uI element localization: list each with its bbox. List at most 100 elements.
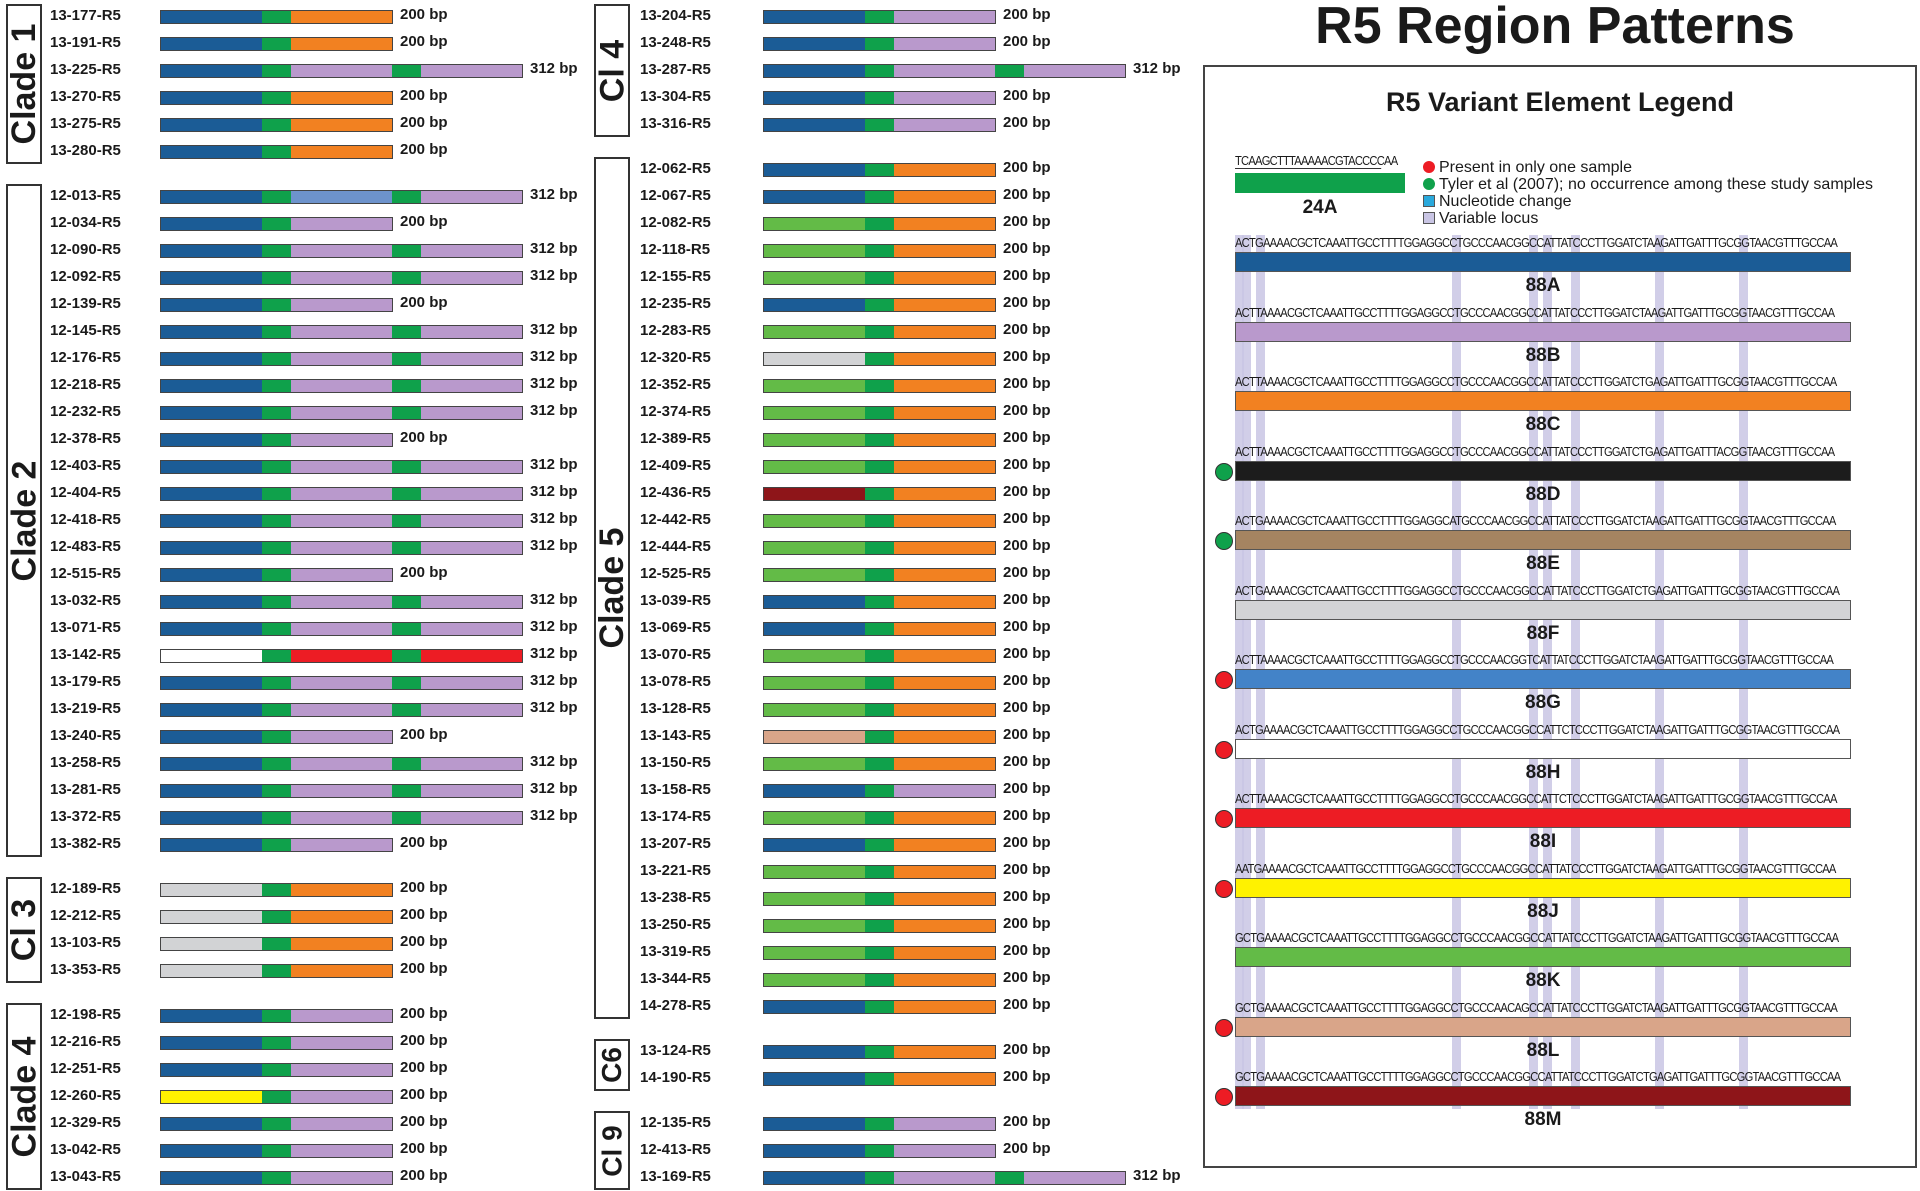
element-24A-segment xyxy=(865,326,894,338)
element-lilac-segment xyxy=(421,785,522,797)
sample-row: 13-124-R5 200 bp xyxy=(640,1040,1200,1062)
sample-id: 14-190-R5 xyxy=(640,1069,711,1086)
element-lilac-segment xyxy=(291,569,392,581)
red-dot-icon xyxy=(1215,1018,1233,1037)
sample-id: 13-124-R5 xyxy=(640,1042,711,1059)
variant-sequence: AATGAAAACGCTCAAATTGCCTTTTGGAGGCCTGCCCAAC… xyxy=(1235,860,1836,876)
element-lilac-segment xyxy=(421,407,522,419)
sample-row: 13-258-R5 312 bp xyxy=(50,752,610,774)
element-lilac-segment xyxy=(421,488,522,500)
variant-sequence: ACTGAAAACGCTCAAATTGCCTTTTGGAGGCCTGCCCAAC… xyxy=(1235,582,1840,598)
sample-bar xyxy=(763,1171,1126,1185)
variant-sequence: GCTGAAAACGCTCAAATTGCCTTTTGGAGGCCTGCCCAAC… xyxy=(1235,1069,1841,1084)
size-label: 200 bp xyxy=(400,960,448,977)
element-orange-segment xyxy=(894,542,995,554)
size-label: 200 bp xyxy=(1003,375,1051,392)
size-label: 200 bp xyxy=(1003,240,1051,257)
sample-id: 12-235-R5 xyxy=(640,295,711,312)
size-label: 200 bp xyxy=(1003,456,1051,473)
element-dark-blue-segment xyxy=(161,1037,262,1049)
sample-bar xyxy=(763,433,996,447)
size-label: 312 bp xyxy=(1133,1167,1181,1184)
element-dark-blue-segment xyxy=(764,38,865,50)
element-24A-segment xyxy=(262,884,291,896)
sample-bar xyxy=(160,595,523,609)
variant-color-bar xyxy=(1235,252,1851,272)
element-light-green-segment xyxy=(764,434,865,446)
sample-bar xyxy=(160,244,523,258)
variant-color-bar xyxy=(1235,738,1851,759)
sample-id: 12-374-R5 xyxy=(640,403,711,420)
size-label: 200 bp xyxy=(400,1167,448,1184)
sample-id: 13-219-R5 xyxy=(50,700,121,717)
size-label: 312 bp xyxy=(530,348,578,365)
sample-row: 12-515-R5 200 bp xyxy=(50,563,610,585)
element-dark-blue-segment xyxy=(161,119,262,131)
sample-id: 13-191-R5 xyxy=(50,34,121,51)
variant-88E: ACTGAAAACGCTCAAATTGCCTTTTGGAGGCATGCCCAAC… xyxy=(1235,513,1855,583)
sample-bar xyxy=(160,271,523,285)
sample-id: 13-043-R5 xyxy=(50,1168,121,1185)
variant-sequence: ACTTAAAACGCTCAAATTGCCTTTTGGAGGCCTGCCCAAC… xyxy=(1235,791,1837,806)
element-lilac-segment xyxy=(421,677,522,689)
element-lilac-segment xyxy=(421,245,522,257)
element-lilac-segment xyxy=(291,272,392,284)
sample-id: 13-240-R5 xyxy=(50,727,121,744)
element-orange-segment xyxy=(291,119,392,131)
element-lilac-segment xyxy=(291,785,392,797)
element-light-green-segment xyxy=(764,272,865,284)
variant-name: 88A xyxy=(1525,275,1561,296)
sample-row: 13-078-R5 200 bp xyxy=(640,671,1200,693)
element-orange-segment xyxy=(291,92,392,104)
element-lilac-segment xyxy=(291,1172,392,1184)
sample-row: 12-374-R5 200 bp xyxy=(640,401,1200,423)
sample-id: 13-174-R5 xyxy=(640,808,711,825)
green-dot-icon xyxy=(1215,462,1233,481)
variant-name: 88J xyxy=(1527,900,1559,922)
sample-row: 12-283-R5 200 bp xyxy=(640,320,1200,342)
sample-id: 12-118-R5 xyxy=(640,241,711,258)
figure-title: R5 Region Patterns xyxy=(1315,0,1795,55)
sample-bar xyxy=(160,325,523,339)
sample-id: 13-078-R5 xyxy=(640,673,711,690)
sample-id: 13-287-R5 xyxy=(640,61,711,78)
element-lilac-segment xyxy=(421,704,522,716)
element-dark-blue-segment xyxy=(764,1073,865,1085)
sample-bar xyxy=(160,1117,393,1131)
element-lilac-segment xyxy=(421,542,522,554)
size-label: 200 bp xyxy=(1003,915,1051,932)
sample-id: 12-404-R5 xyxy=(50,484,121,501)
element-24A-segment xyxy=(262,938,291,950)
element-24A-segment xyxy=(262,272,291,284)
element-orange-segment xyxy=(894,434,995,446)
element-24A-segment xyxy=(392,812,421,824)
variant-name: 88L xyxy=(1526,1039,1560,1061)
variant-sequence: ACTTAAAACGCTCAAATTGCCTTTTGGAGGCCTGCCCAAC… xyxy=(1235,652,1834,667)
element-dark-blue-segment xyxy=(161,758,262,770)
sample-id: 13-281-R5 xyxy=(50,781,121,798)
size-label: 200 bp xyxy=(400,1005,448,1022)
variant-88F: ACTGAAAACGCTCAAATTGCCTTTTGGAGGCCTGCCCAAC… xyxy=(1235,583,1855,653)
sample-bar xyxy=(160,883,393,897)
sample-row: 13-207-R5 200 bp xyxy=(640,833,1200,855)
sample-id: 13-177-R5 xyxy=(50,7,121,24)
variant-color-bar xyxy=(1235,321,1851,342)
element-dark-blue-segment xyxy=(764,1145,865,1157)
variant-color-bar xyxy=(1235,877,1851,898)
size-label: 200 bp xyxy=(400,1113,448,1130)
size-label: 200 bp xyxy=(400,114,448,131)
element-dark-blue-segment xyxy=(161,326,262,338)
variant-88M: GCTGAAAACGCTCAAATTGCCTTTTGGAGGCCTGCCCAAC… xyxy=(1235,1069,1855,1139)
element-lilac-segment xyxy=(421,623,522,635)
sample-row: 12-483-R5 312 bp xyxy=(50,536,610,558)
sample-id: 12-189-R5 xyxy=(50,880,121,897)
element-dark-blue-segment xyxy=(161,1064,262,1076)
size-label: 312 bp xyxy=(530,375,578,392)
element-dark-blue-segment xyxy=(764,191,865,203)
size-label: 312 bp xyxy=(530,807,578,824)
sample-row: 12-082-R5 200 bp xyxy=(640,212,1200,234)
variant-88B: ACTTAAAACGCTCAAATTGCCTTTTGGAGGCCTGCCCAAC… xyxy=(1235,305,1855,375)
sample-bar xyxy=(763,1072,996,1086)
element-lilac-segment xyxy=(421,461,522,473)
sample-bar xyxy=(763,406,996,420)
